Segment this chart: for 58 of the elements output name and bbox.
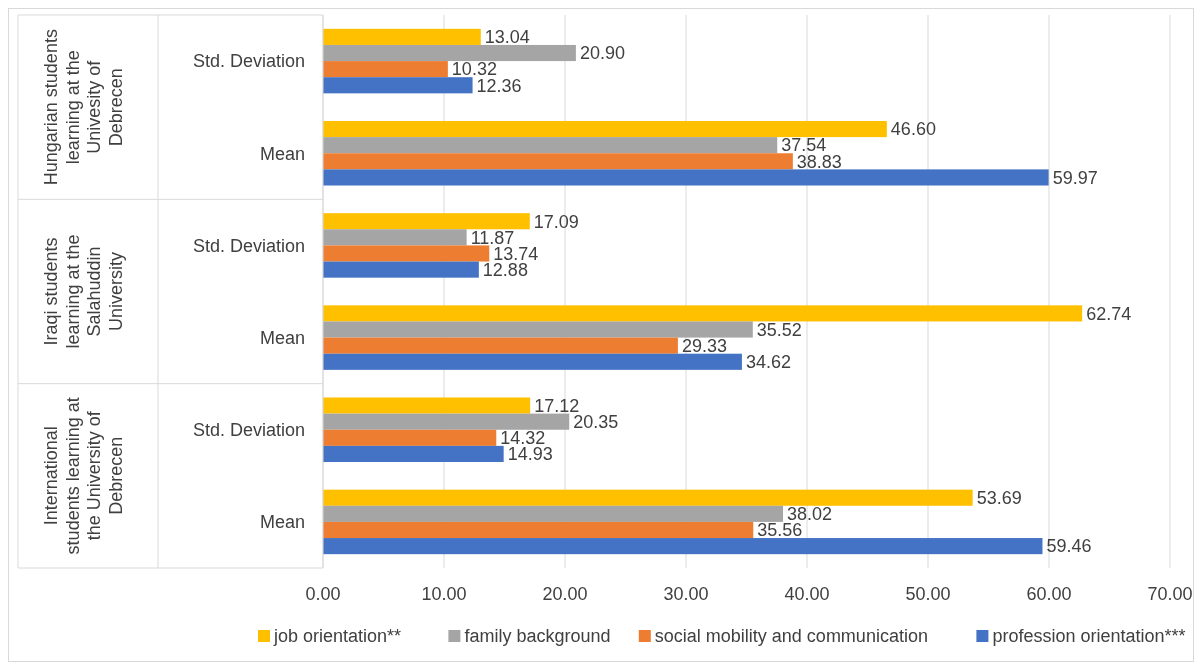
- bar: [323, 337, 678, 354]
- bar: [323, 489, 973, 506]
- bar: [323, 521, 754, 539]
- bar: [323, 305, 1083, 322]
- bar: [323, 538, 1043, 555]
- bar: [323, 213, 530, 230]
- x-tick-label: 20.00: [542, 584, 588, 604]
- x-tick-label: 40.00: [784, 584, 830, 604]
- data-label: 17.09: [533, 211, 579, 232]
- bar: [323, 229, 467, 246]
- data-label: 14.93: [507, 444, 553, 465]
- legend-label: profession orientation***: [992, 626, 1186, 647]
- legend-label: family background: [464, 626, 611, 647]
- legend-label: job orientation**: [273, 626, 402, 647]
- bar: [323, 44, 576, 62]
- y-tick-label: Mean: [259, 327, 305, 348]
- data-label: 62.74: [1086, 303, 1132, 324]
- data-label: 34.62: [745, 352, 791, 373]
- bar: [323, 245, 490, 262]
- bar: [323, 137, 778, 154]
- text: Hungarian students learning at the Univesity of Debrecen: [40, 29, 126, 186]
- bar: [323, 61, 448, 78]
- bar: [323, 505, 784, 522]
- y-tick-label: Std. Deviation: [192, 235, 305, 256]
- bar: [323, 445, 504, 463]
- data-label: 59.46: [1046, 536, 1092, 557]
- x-tick-label: 50.00: [905, 584, 951, 604]
- y-tick-label: Mean: [259, 143, 305, 164]
- text: Iraqi students learning at the Salahuddin University: [40, 234, 126, 349]
- x-tick-label: 30.00: [663, 584, 709, 604]
- bar: [323, 77, 473, 94]
- bar: [323, 261, 479, 278]
- data-label: 29.33: [681, 335, 727, 356]
- bar: [323, 353, 742, 370]
- text: International students learning at the University of Debrecen: [40, 397, 126, 555]
- data-label: 59.97: [1052, 167, 1098, 188]
- bar: [323, 169, 1049, 186]
- bar: [323, 28, 481, 45]
- data-label: 13.04: [484, 27, 530, 48]
- bar: [323, 429, 497, 446]
- bar: [323, 321, 753, 338]
- y-tick-label: Std. Deviation: [192, 51, 305, 72]
- bar: [323, 397, 531, 414]
- x-tick-label: 10.00: [421, 584, 467, 604]
- data-label: 53.69: [976, 488, 1022, 509]
- x-tick-label: 70.00: [1147, 584, 1193, 604]
- x-tick-label: 0.00: [305, 584, 341, 604]
- legend-label: social mobility and communication: [654, 626, 928, 647]
- data-label: 35.56: [757, 520, 803, 541]
- bar: [323, 153, 793, 170]
- bar: [323, 413, 570, 430]
- y-tick-label: Std. Deviation: [192, 420, 305, 441]
- data-label: 35.52: [756, 319, 802, 340]
- y-tick-label: Mean: [259, 512, 305, 533]
- x-tick-label: 60.00: [1026, 584, 1072, 604]
- data-label: 46.60: [890, 119, 936, 140]
- data-label: 20.90: [579, 43, 625, 64]
- bar: [323, 120, 887, 138]
